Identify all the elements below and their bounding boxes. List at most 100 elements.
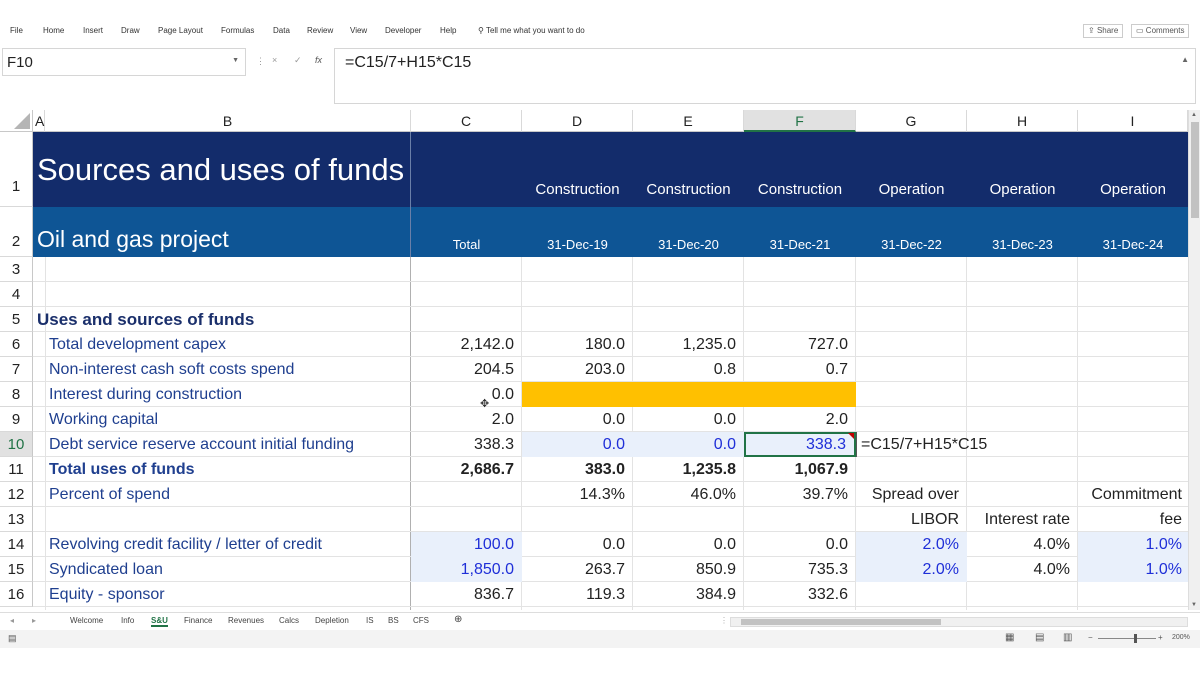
cell-c6[interactable]: 2,142.0 bbox=[460, 335, 514, 353]
add-sheet-icon[interactable]: ⊕ bbox=[454, 614, 463, 625]
cell-c7[interactable]: 204.5 bbox=[473, 360, 514, 378]
active-cell-f10[interactable]: 338.3 bbox=[744, 432, 856, 457]
cell-f16[interactable]: 332.6 bbox=[807, 585, 848, 603]
phase-header[interactable]: Construction bbox=[757, 181, 843, 198]
cell-e14[interactable]: 0.0 bbox=[713, 535, 736, 553]
cell-e7[interactable]: 0.8 bbox=[713, 360, 736, 378]
cell-e15[interactable]: 850.9 bbox=[695, 560, 736, 578]
row-header-2[interactable]: 2 bbox=[0, 207, 33, 257]
row-label[interactable]: Working capital bbox=[49, 410, 159, 428]
next-sheet-icon[interactable]: ▸ bbox=[32, 616, 37, 625]
cell-f9[interactable]: 2.0 bbox=[825, 410, 848, 428]
cell-c11[interactable]: 2,686.7 bbox=[460, 460, 514, 478]
sheet-title[interactable]: Sources and uses of funds bbox=[37, 151, 405, 187]
prev-sheet-icon[interactable]: ◂ bbox=[10, 616, 15, 625]
scroll-down-icon[interactable]: ▼ bbox=[1191, 602, 1197, 608]
row-header-13[interactable]: 13 bbox=[0, 507, 33, 532]
col-header-e[interactable]: E bbox=[633, 110, 744, 132]
cell-c16[interactable]: 836.7 bbox=[473, 585, 514, 603]
row-header-15[interactable]: 15 bbox=[0, 557, 33, 582]
normal-view-icon[interactable]: ▦ bbox=[1005, 632, 1015, 643]
col-header-c[interactable]: C bbox=[411, 110, 522, 132]
zoom-slider[interactable] bbox=[1098, 638, 1156, 639]
highlighted-range[interactable] bbox=[522, 382, 856, 407]
row-label[interactable]: Debt service reserve account initial fun… bbox=[49, 435, 355, 453]
sheet-tab[interactable]: IS bbox=[366, 616, 374, 625]
cell-d16[interactable]: 119.3 bbox=[586, 585, 625, 603]
date-header[interactable]: 31-Dec-22 bbox=[881, 237, 942, 252]
cell-g15[interactable]: 2.0% bbox=[856, 557, 967, 582]
vertical-scrollbar[interactable]: ▲ ▼ bbox=[1188, 110, 1200, 610]
scroll-thumb[interactable] bbox=[1191, 122, 1199, 218]
col-header-b[interactable]: B bbox=[45, 110, 411, 132]
row-header-6[interactable]: 6 bbox=[0, 332, 33, 357]
cell-i13[interactable]: fee bbox=[1159, 510, 1182, 528]
cell-d15[interactable]: 263.7 bbox=[584, 560, 625, 578]
sheet-tab[interactable]: Revenues bbox=[228, 616, 265, 625]
col-header-g[interactable]: G bbox=[856, 110, 967, 132]
phase-header[interactable]: Operation bbox=[989, 181, 1056, 198]
cell-i12[interactable]: Commitment bbox=[1091, 485, 1182, 503]
cell-e6[interactable]: 1,235.0 bbox=[682, 335, 736, 353]
page-break-icon[interactable]: ▥ bbox=[1063, 632, 1073, 643]
tab-file[interactable]: File bbox=[10, 26, 23, 35]
h-scroll-thumb[interactable] bbox=[741, 619, 941, 625]
formula-input[interactable]: =C15/7+H15*C15 ▲ bbox=[334, 48, 1196, 104]
row-header-4[interactable]: 4 bbox=[0, 282, 33, 307]
cell-c15[interactable]: 1,850.0 bbox=[411, 557, 522, 582]
date-header[interactable]: 31-Dec-20 bbox=[658, 237, 719, 252]
cell-f15[interactable]: 735.3 bbox=[807, 560, 848, 578]
sheet-subtitle[interactable]: Oil and gas project bbox=[37, 226, 229, 252]
cell-f12[interactable]: 39.7% bbox=[802, 485, 848, 503]
zoom-out-icon[interactable]: − bbox=[1088, 633, 1093, 642]
select-all-corner[interactable] bbox=[0, 110, 33, 132]
cell-f7[interactable]: 0.7 bbox=[825, 360, 848, 378]
name-box[interactable]: F10 ▼ bbox=[2, 48, 246, 76]
row-label[interactable]: Equity - sponsor bbox=[49, 585, 165, 603]
col-header-h[interactable]: H bbox=[967, 110, 1078, 132]
cell-g14[interactable]: 2.0% bbox=[856, 532, 967, 557]
row-label[interactable]: Total development capex bbox=[49, 335, 226, 353]
row-label[interactable]: Interest during construction bbox=[49, 385, 242, 403]
phase-header[interactable]: Operation bbox=[1100, 181, 1166, 198]
tab-review[interactable]: Review bbox=[307, 26, 334, 35]
row-header-11[interactable]: 11 bbox=[0, 457, 33, 482]
total-header[interactable]: Total bbox=[452, 237, 481, 252]
sheet-tab[interactable]: CFS bbox=[413, 616, 429, 625]
cell-d11[interactable]: 383.0 bbox=[584, 460, 625, 478]
horizontal-scrollbar[interactable] bbox=[730, 617, 1188, 627]
date-header[interactable]: 31-Dec-19 bbox=[547, 237, 608, 252]
cell-c14[interactable]: 100.0 bbox=[411, 532, 522, 557]
row-header-7[interactable]: 7 bbox=[0, 357, 33, 382]
zoom-in-icon[interactable]: + bbox=[1158, 633, 1163, 642]
sheet-tab[interactable]: BS bbox=[388, 616, 399, 625]
formula-annotation[interactable]: =C15/7+H15*C15 bbox=[856, 432, 1096, 457]
row-header-9[interactable]: 9 bbox=[0, 407, 33, 432]
cell-i14[interactable]: 1.0% bbox=[1078, 532, 1188, 557]
sheet-tab[interactable]: Welcome bbox=[70, 616, 104, 625]
row-label[interactable]: Total uses of funds bbox=[49, 460, 195, 478]
share-button[interactable]: ⇪ Share bbox=[1083, 24, 1124, 38]
tab-data[interactable]: Data bbox=[273, 26, 290, 35]
comments-button[interactable]: ▭ Comments bbox=[1131, 24, 1190, 38]
zoom-slider-thumb[interactable] bbox=[1134, 634, 1137, 643]
cell-d12[interactable]: 14.3% bbox=[579, 485, 625, 503]
worksheet-grid[interactable]: A B C D E F G H I 1 2 3 4 5 6 7 8 9 10 1… bbox=[0, 110, 1188, 610]
row-label[interactable]: Percent of spend bbox=[49, 485, 170, 503]
cell-d6[interactable]: 180.0 bbox=[584, 335, 625, 353]
cell-g13[interactable]: LIBOR bbox=[910, 510, 959, 528]
cell-f11[interactable]: 1,067.9 bbox=[794, 460, 848, 478]
tab-home[interactable]: Home bbox=[43, 26, 65, 35]
row-label[interactable]: Non-interest cash soft costs spend bbox=[49, 360, 295, 378]
collapse-formula-icon[interactable]: ▲ bbox=[1181, 55, 1189, 64]
sheet-tab[interactable]: Depletion bbox=[315, 616, 349, 625]
row-header-10[interactable]: 10 bbox=[0, 432, 33, 457]
cell-c10[interactable]: 338.3 bbox=[473, 435, 514, 453]
col-header-f[interactable]: F bbox=[744, 110, 856, 132]
cell-h15[interactable]: 4.0% bbox=[1033, 560, 1070, 578]
section-heading[interactable]: Uses and sources of funds bbox=[37, 309, 255, 329]
phase-header[interactable]: Construction bbox=[646, 181, 731, 198]
cell-d9[interactable]: 0.0 bbox=[602, 410, 625, 428]
sheet-tab[interactable]: Calcs bbox=[279, 616, 300, 625]
sheet-tab[interactable]: Info bbox=[121, 616, 135, 625]
